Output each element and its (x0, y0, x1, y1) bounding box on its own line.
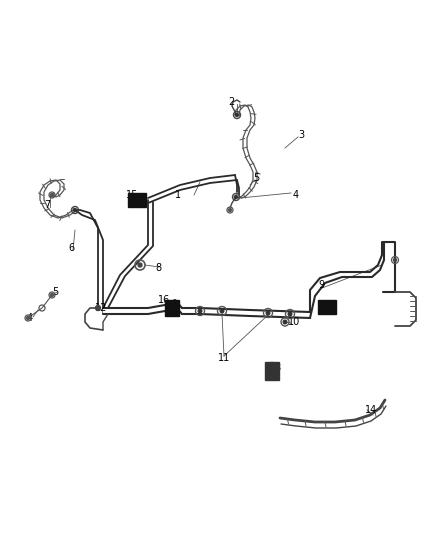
Text: 7: 7 (44, 200, 50, 210)
Circle shape (50, 294, 53, 296)
Text: 8: 8 (155, 263, 161, 273)
Text: 12: 12 (95, 303, 107, 313)
Circle shape (229, 208, 232, 212)
Circle shape (236, 114, 239, 117)
Bar (165, 300, 179, 316)
Bar (128, 193, 146, 207)
Bar (318, 300, 336, 314)
Text: 15: 15 (318, 300, 330, 310)
Circle shape (266, 311, 270, 315)
Circle shape (95, 305, 100, 311)
Circle shape (74, 208, 77, 212)
Circle shape (27, 317, 29, 319)
Text: 4: 4 (27, 313, 33, 323)
Text: 2: 2 (228, 97, 234, 107)
Circle shape (288, 312, 292, 316)
Circle shape (138, 263, 142, 267)
Text: 3: 3 (298, 130, 304, 140)
Bar (265, 362, 279, 380)
Text: 13: 13 (270, 363, 282, 373)
Circle shape (283, 320, 287, 324)
Text: 5: 5 (52, 287, 58, 297)
Text: 4: 4 (293, 190, 299, 200)
Text: 9: 9 (318, 280, 324, 290)
Circle shape (198, 309, 202, 313)
Text: 11: 11 (218, 353, 230, 363)
Text: 6: 6 (68, 243, 74, 253)
Text: 10: 10 (288, 317, 300, 327)
Circle shape (234, 196, 237, 198)
Text: 14: 14 (365, 405, 377, 415)
Text: 16: 16 (158, 295, 170, 305)
Circle shape (220, 309, 224, 313)
Circle shape (393, 259, 396, 262)
Text: 1: 1 (175, 190, 181, 200)
Text: 15: 15 (126, 190, 138, 200)
Text: 5: 5 (253, 173, 259, 183)
Circle shape (50, 193, 53, 197)
